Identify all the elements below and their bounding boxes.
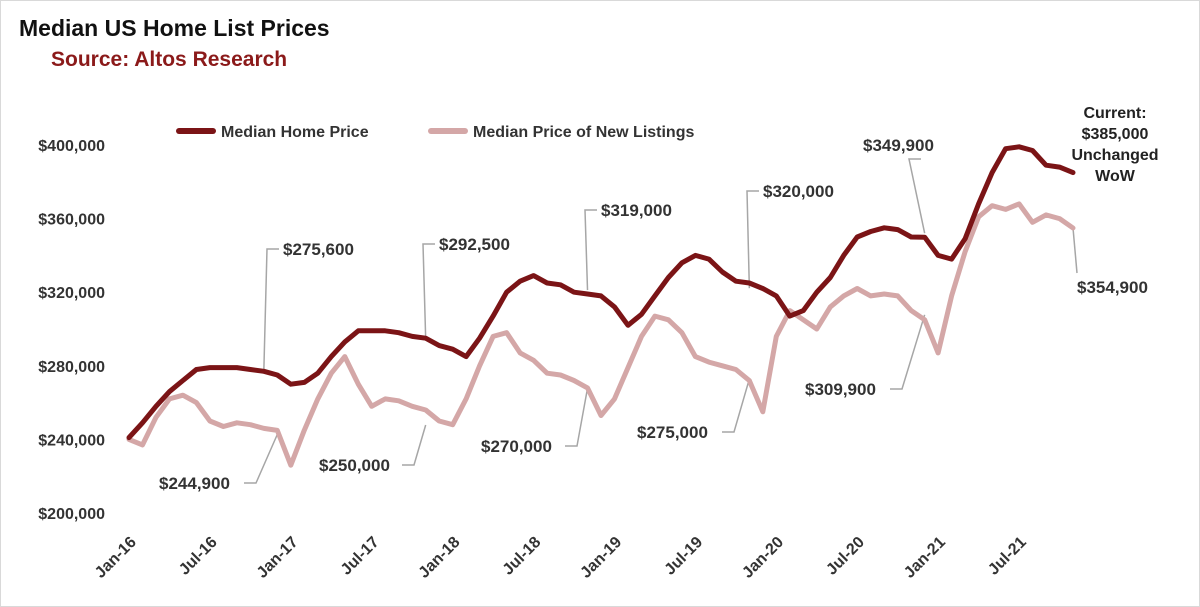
current-note-line: Unchanged xyxy=(1071,147,1158,164)
y-tick-label: $400,000 xyxy=(38,138,105,155)
annotation-label: $275,000 xyxy=(637,423,708,442)
annotation-leader-line xyxy=(244,434,279,484)
current-note: Current: $385,000 Unchanged WoW xyxy=(1071,105,1158,185)
current-note-line: WoW xyxy=(1095,168,1136,185)
x-tick-label: Jul-18 xyxy=(500,534,545,579)
annotation-leader-line xyxy=(565,388,589,447)
annotation-leader-line xyxy=(584,209,597,291)
annotation-label: $349,900 xyxy=(863,136,934,155)
annotation-label: $270,000 xyxy=(481,437,552,456)
y-tick-label: $240,000 xyxy=(38,432,105,449)
annotation-leader-line xyxy=(263,248,279,370)
series-line-median-home-price xyxy=(126,144,1076,441)
annotation-leaders xyxy=(244,158,1078,484)
annotation-leader-line xyxy=(422,243,435,339)
legend-label: Median Home Price xyxy=(221,124,369,141)
annotation-leader-line xyxy=(890,314,926,390)
legend-label: Median Price of New Listings xyxy=(473,124,694,141)
x-tick-label: Jul-19 xyxy=(662,534,707,579)
annotation-label: $292,500 xyxy=(439,235,510,254)
x-tick-label: Jan-16 xyxy=(92,534,140,582)
x-tick-label: Jan-18 xyxy=(416,534,464,582)
y-tick-label: $280,000 xyxy=(38,359,105,376)
annotation-leader-line xyxy=(1072,227,1078,274)
annotation-label: $309,900 xyxy=(805,380,876,399)
annotation-label: $320,000 xyxy=(763,182,834,201)
legend: Median Home Price Median Price of New Lis… xyxy=(176,124,694,141)
annotation-label: $250,000 xyxy=(319,456,390,475)
current-note-line: Current: xyxy=(1083,105,1146,122)
series-line-median-new-listings xyxy=(126,201,1076,468)
series-layer xyxy=(126,144,1076,468)
annotation-label: $244,900 xyxy=(159,474,230,493)
x-axis: Jan-16 Jul-16 Jan-17 Jul-17 Jan-18 Jul-18 Jan-… xyxy=(92,534,1030,582)
x-tick-label: Jan-19 xyxy=(577,534,625,582)
x-tick-label: Jul-20 xyxy=(823,534,868,579)
y-tick-label: $360,000 xyxy=(38,212,105,229)
annotation-leader-line xyxy=(746,190,759,289)
y-axis: $200,000 $240,000 $280,000 $320,000 $360,000… xyxy=(38,138,105,523)
annotation-leader-line xyxy=(722,378,751,433)
annotation-label: $354,900 xyxy=(1077,278,1148,297)
annotation-leader-line xyxy=(402,424,427,466)
annotation-leader-line xyxy=(908,158,926,234)
y-tick-label: $200,000 xyxy=(38,506,105,523)
x-tick-label: Jul-16 xyxy=(176,534,221,579)
current-note-line: $385,000 xyxy=(1082,126,1149,143)
annotation-label: $275,600 xyxy=(283,240,354,259)
chart-subtitle: Source: Altos Research xyxy=(51,48,288,71)
annotations: $275,600 $292,500 $319,000 $320,000 $349,900… xyxy=(159,136,1148,493)
x-tick-label: Jan-21 xyxy=(901,534,949,582)
chart-title: Median US Home List Prices xyxy=(19,15,330,41)
annotation-label: $319,000 xyxy=(601,201,672,220)
x-tick-label: Jul-21 xyxy=(985,534,1030,579)
y-tick-label: $320,000 xyxy=(38,285,105,302)
x-tick-label: Jul-17 xyxy=(338,534,383,579)
x-tick-label: Jan-20 xyxy=(739,534,787,582)
x-tick-label: Jan-17 xyxy=(254,534,302,582)
